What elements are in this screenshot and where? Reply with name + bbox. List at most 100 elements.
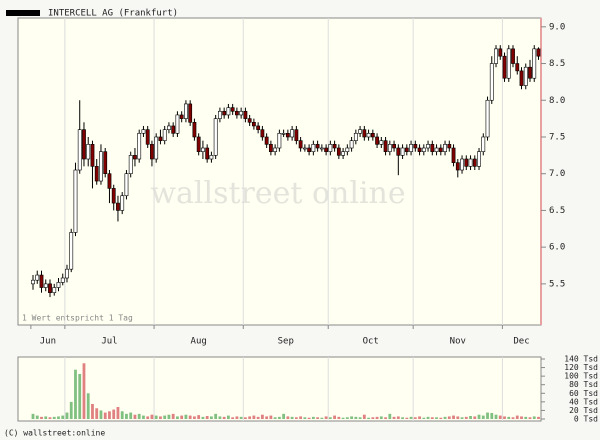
candle-body	[128, 155, 133, 175]
volume-bar	[57, 416, 60, 419]
volume-bar	[222, 416, 226, 419]
volume-bar	[74, 369, 77, 419]
chart-title: INTERCELL AG (Frankfurt)	[48, 9, 178, 19]
candle-body	[298, 140, 303, 149]
candle-body	[124, 173, 129, 197]
candle-body	[196, 136, 201, 152]
volume-bar	[426, 416, 430, 419]
volume-bar	[65, 412, 69, 419]
candle-body	[319, 147, 324, 150]
volume-bar	[294, 417, 298, 419]
volume-bar	[299, 416, 303, 419]
candle-body	[404, 147, 409, 152]
candle-body	[353, 133, 358, 141]
candle-body	[82, 129, 86, 160]
candle-body	[519, 70, 524, 86]
candle-body	[528, 66, 532, 79]
candle-body	[481, 136, 486, 152]
volume-tick-label: 20 Tsd	[569, 406, 598, 415]
candle-body	[434, 147, 439, 152]
volume-bar	[362, 414, 366, 419]
volume-bar	[277, 416, 281, 419]
y-tick-label: 9.0	[549, 22, 565, 32]
volume-bar	[86, 393, 90, 419]
volume-bar	[473, 416, 477, 419]
candle-body	[502, 55, 507, 79]
candle-body	[213, 118, 218, 156]
volume-tick-label: 100 Tsd	[564, 372, 598, 381]
volume-bar	[303, 417, 307, 419]
candle-body	[260, 129, 265, 138]
volume-bar	[116, 407, 120, 419]
candle-body	[532, 48, 537, 79]
candle-body	[86, 144, 91, 160]
candle-body	[455, 162, 460, 171]
volume-tick-label: 80 Tsd	[569, 380, 598, 389]
volume-bar	[112, 409, 116, 419]
watermark: wallstreet online	[150, 176, 405, 211]
volume-bar	[146, 416, 150, 419]
candle-body	[366, 133, 371, 138]
candle-body	[145, 129, 150, 145]
volume-bar	[413, 417, 417, 419]
candle-body	[90, 144, 95, 167]
candle-body	[69, 232, 74, 270]
volume-bar	[290, 416, 294, 419]
volume-bar	[95, 408, 99, 419]
volume-bar	[524, 416, 528, 419]
candle-body	[116, 202, 120, 211]
volume-bar	[167, 414, 171, 419]
x-tick-label: Sep	[278, 337, 294, 347]
candle-body	[511, 48, 515, 64]
volume-bar	[350, 416, 353, 419]
volume-bar	[507, 416, 511, 419]
volume-bar	[69, 401, 73, 419]
candle-body	[324, 147, 329, 152]
volume-bar	[103, 412, 107, 419]
volume-bar	[460, 417, 464, 419]
candle-body	[230, 107, 235, 112]
volume-bar	[142, 415, 145, 419]
candle-body	[158, 136, 163, 141]
volume-bar	[61, 415, 65, 419]
volume-bar	[532, 416, 536, 419]
candle-body	[362, 129, 367, 138]
candle-body	[438, 147, 443, 152]
candle-body	[387, 144, 392, 152]
candle-body	[494, 48, 498, 64]
candle-body	[421, 147, 426, 152]
candle-body	[417, 147, 422, 152]
volume-bar	[392, 416, 396, 419]
volume-bar	[511, 417, 515, 419]
note: 1 Wert entspricht 1 Tag	[22, 314, 133, 323]
candle-body	[443, 144, 447, 152]
candle-body	[175, 114, 180, 134]
candle-body	[77, 129, 82, 171]
volume-bar	[367, 417, 370, 419]
candle-body	[43, 283, 48, 288]
candle-body	[251, 121, 256, 127]
candle-body	[277, 133, 282, 149]
volume-bar	[320, 417, 324, 419]
candle-body	[141, 129, 146, 134]
x-tick-label: Jun	[40, 337, 56, 347]
volume-bar	[443, 416, 447, 419]
volume-bar	[154, 415, 158, 419]
copyright: (C) wallstreet:online	[4, 429, 105, 438]
volume-bar	[265, 416, 269, 419]
candle-body	[201, 147, 205, 152]
volume-bar	[379, 416, 383, 419]
volume-bar	[108, 411, 111, 419]
volume-bar	[48, 417, 52, 419]
volume-bar	[171, 413, 175, 419]
candle-body	[65, 268, 69, 279]
candle-body	[383, 140, 388, 152]
volume-bar	[188, 415, 192, 419]
volume-bar	[231, 417, 235, 419]
y-tick-label: 5.5	[549, 279, 565, 289]
candle-body	[167, 125, 171, 130]
candle-body	[315, 144, 320, 149]
volume-bar	[218, 416, 222, 419]
candle-body	[209, 155, 214, 160]
